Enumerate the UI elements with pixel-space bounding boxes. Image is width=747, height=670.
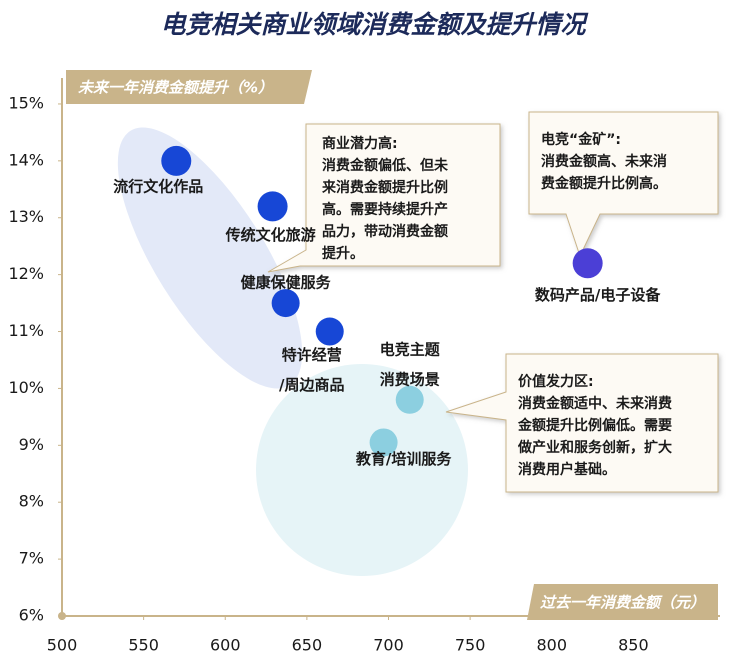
callout-text: 消费金额偏低、但未 [322,157,449,174]
point-label: 电竞主题 [380,340,441,358]
point-label: 传统文化旅游 [225,226,316,244]
point-label: /周边商品 [279,376,344,394]
callout-text: 消费用户基础。 [518,461,616,478]
cluster-circle [256,364,468,576]
point [271,289,300,318]
point-label: 特许经营 [282,346,342,364]
callout-text: 电竞“金矿”: [541,131,621,148]
callout-text: 提升。 [322,245,364,262]
callout-text: 消费金额高、未来消 [541,153,667,170]
point-label: 数码产品/电子设备 [535,286,661,304]
x-axis-label: 过去一年消费金额（元） [540,594,705,612]
callout-box [267,123,501,273]
callout-text: 品力，带动消费金额 [322,223,448,240]
y-tick-label: 9% [19,435,44,454]
x-label-box [527,584,718,620]
callout-box [528,111,719,258]
y-tick-label: 15% [8,93,44,112]
callouts [267,111,719,493]
y-tick-label: 13% [8,207,44,226]
callout-text: 商业潜力高: [322,135,398,152]
y-tick-label: 14% [8,150,44,169]
callout-text: 价值发力区: [518,373,594,390]
point-label: 教育/培训服务 [355,450,452,468]
callout-text: 消费金额适中、未来消费 [518,395,672,412]
point-label: 流行文化作品 [113,177,203,195]
x-tick-label: 800 [536,636,567,655]
point [161,145,192,176]
y-axis-label: 未来一年消费金额提升（%） [78,79,273,97]
callout-text: 费金额提升比例高。 [541,175,667,192]
point [257,191,288,222]
y-tick-label: 8% [19,492,44,511]
x-tick-label: 700 [373,636,404,655]
y-tick-label: 10% [8,378,44,397]
callout-text: 金额提升比例偏低。需要 [517,417,672,434]
y-tick-label: 7% [19,549,44,568]
y-tick-label: 12% [8,264,44,283]
x-tick-label: 550 [128,636,159,655]
callout-text: 高。需要持续提升产 [322,201,448,218]
callout-text: 来消费金额提升比例 [321,179,448,196]
x-tick-label: 850 [618,636,649,655]
point [369,428,398,457]
callout-box [445,353,719,493]
point-label: 消费场景 [380,370,440,388]
chart-title: 电竞相关商业领域消费金额及提升情况 [160,10,588,39]
x-tick-label: 600 [210,636,241,655]
point [572,248,603,279]
y-tick-label: 11% [8,321,44,340]
x-tick-label: 650 [292,636,323,655]
y-label-box [66,70,312,104]
point [395,385,424,414]
callout-text: 做产业和服务创新，扩大 [517,439,672,456]
point-label: 健康保健服务 [241,274,332,292]
point [315,317,344,346]
y-tick-label: 6% [19,606,44,625]
x-tick-label: 750 [455,636,486,655]
x-tick-label: 500 [47,636,78,655]
cluster-ellipse [117,127,303,389]
